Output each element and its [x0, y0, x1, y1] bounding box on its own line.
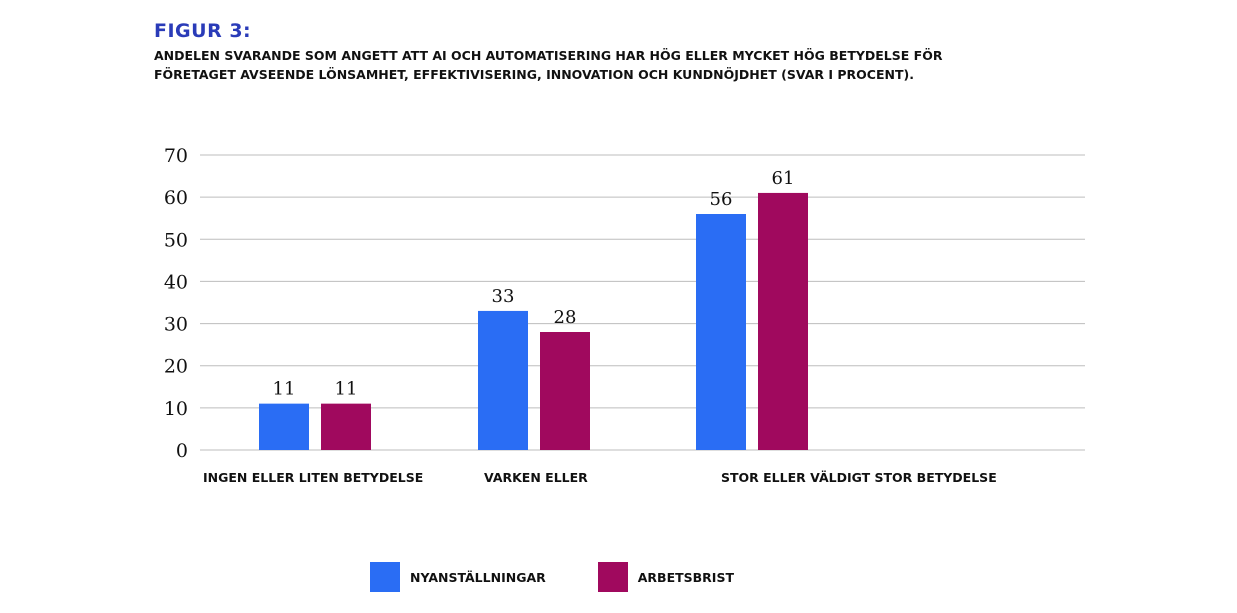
legend-swatch-nyanstallningar [370, 562, 400, 592]
figure-label: FIGUR 3: [154, 20, 252, 42]
data-label: 33 [492, 286, 515, 307]
data-label: 56 [710, 189, 733, 210]
y-tick-label: 40 [164, 271, 188, 293]
y-axis-ticks: 0 10 20 30 40 50 60 70 [164, 145, 188, 462]
legend-item-arbetsbrist: ARBETSBRIST [597, 562, 734, 592]
y-tick-label: 50 [164, 229, 188, 251]
data-label: 11 [335, 379, 358, 400]
legend-item-nyanstallningar: NYANSTÄLLNINGAR [370, 562, 546, 592]
legend-label-arbetsbrist: ARBETSBRIST [637, 569, 734, 585]
y-tick-label: 30 [164, 314, 188, 336]
category-label: STOR ELLER VÄLDIGT STOR BETYDELSE [721, 470, 997, 485]
bar-arbetsbrist [758, 192, 808, 450]
category-label: VARKEN ELLER [484, 470, 588, 485]
chart-subtitle: ANDELEN SVARANDE SOM ANGETT ATT AI OCH A… [154, 46, 1054, 84]
x-axis-categories: INGEN ELLER LITEN BETYDELSE VARKEN ELLER S… [203, 470, 997, 485]
data-label: 28 [554, 307, 577, 328]
y-tick-label: 70 [164, 145, 188, 167]
y-tick-label: 60 [164, 187, 188, 209]
bar-nyanstallningar [478, 310, 528, 450]
bars [259, 192, 808, 450]
bar-nyanstallningar [696, 214, 746, 450]
data-label: 61 [772, 168, 795, 189]
bar-arbetsbrist [540, 332, 590, 450]
subtitle-line-2: FÖRETAGET AVSEENDE LÖNSAMHET, EFFEKTIVIS… [154, 67, 914, 82]
y-tick-label: 10 [164, 398, 188, 420]
data-labels: 11 33 56 11 28 61 [273, 168, 795, 400]
legend: NYANSTÄLLNINGAR ARBETSBRIST [370, 562, 786, 592]
y-tick-label: 20 [164, 356, 188, 378]
bar-arbetsbrist [321, 403, 371, 450]
legend-label-nyanstallningar: NYANSTÄLLNINGAR [410, 569, 546, 585]
data-label: 11 [273, 379, 296, 400]
y-tick-label: 0 [176, 440, 188, 462]
bar-nyanstallningar [259, 403, 309, 450]
subtitle-line-1: ANDELEN SVARANDE SOM ANGETT ATT AI OCH A… [154, 48, 943, 63]
category-label: INGEN ELLER LITEN BETYDELSE [203, 470, 423, 485]
legend-swatch-arbetsbrist [597, 562, 628, 592]
